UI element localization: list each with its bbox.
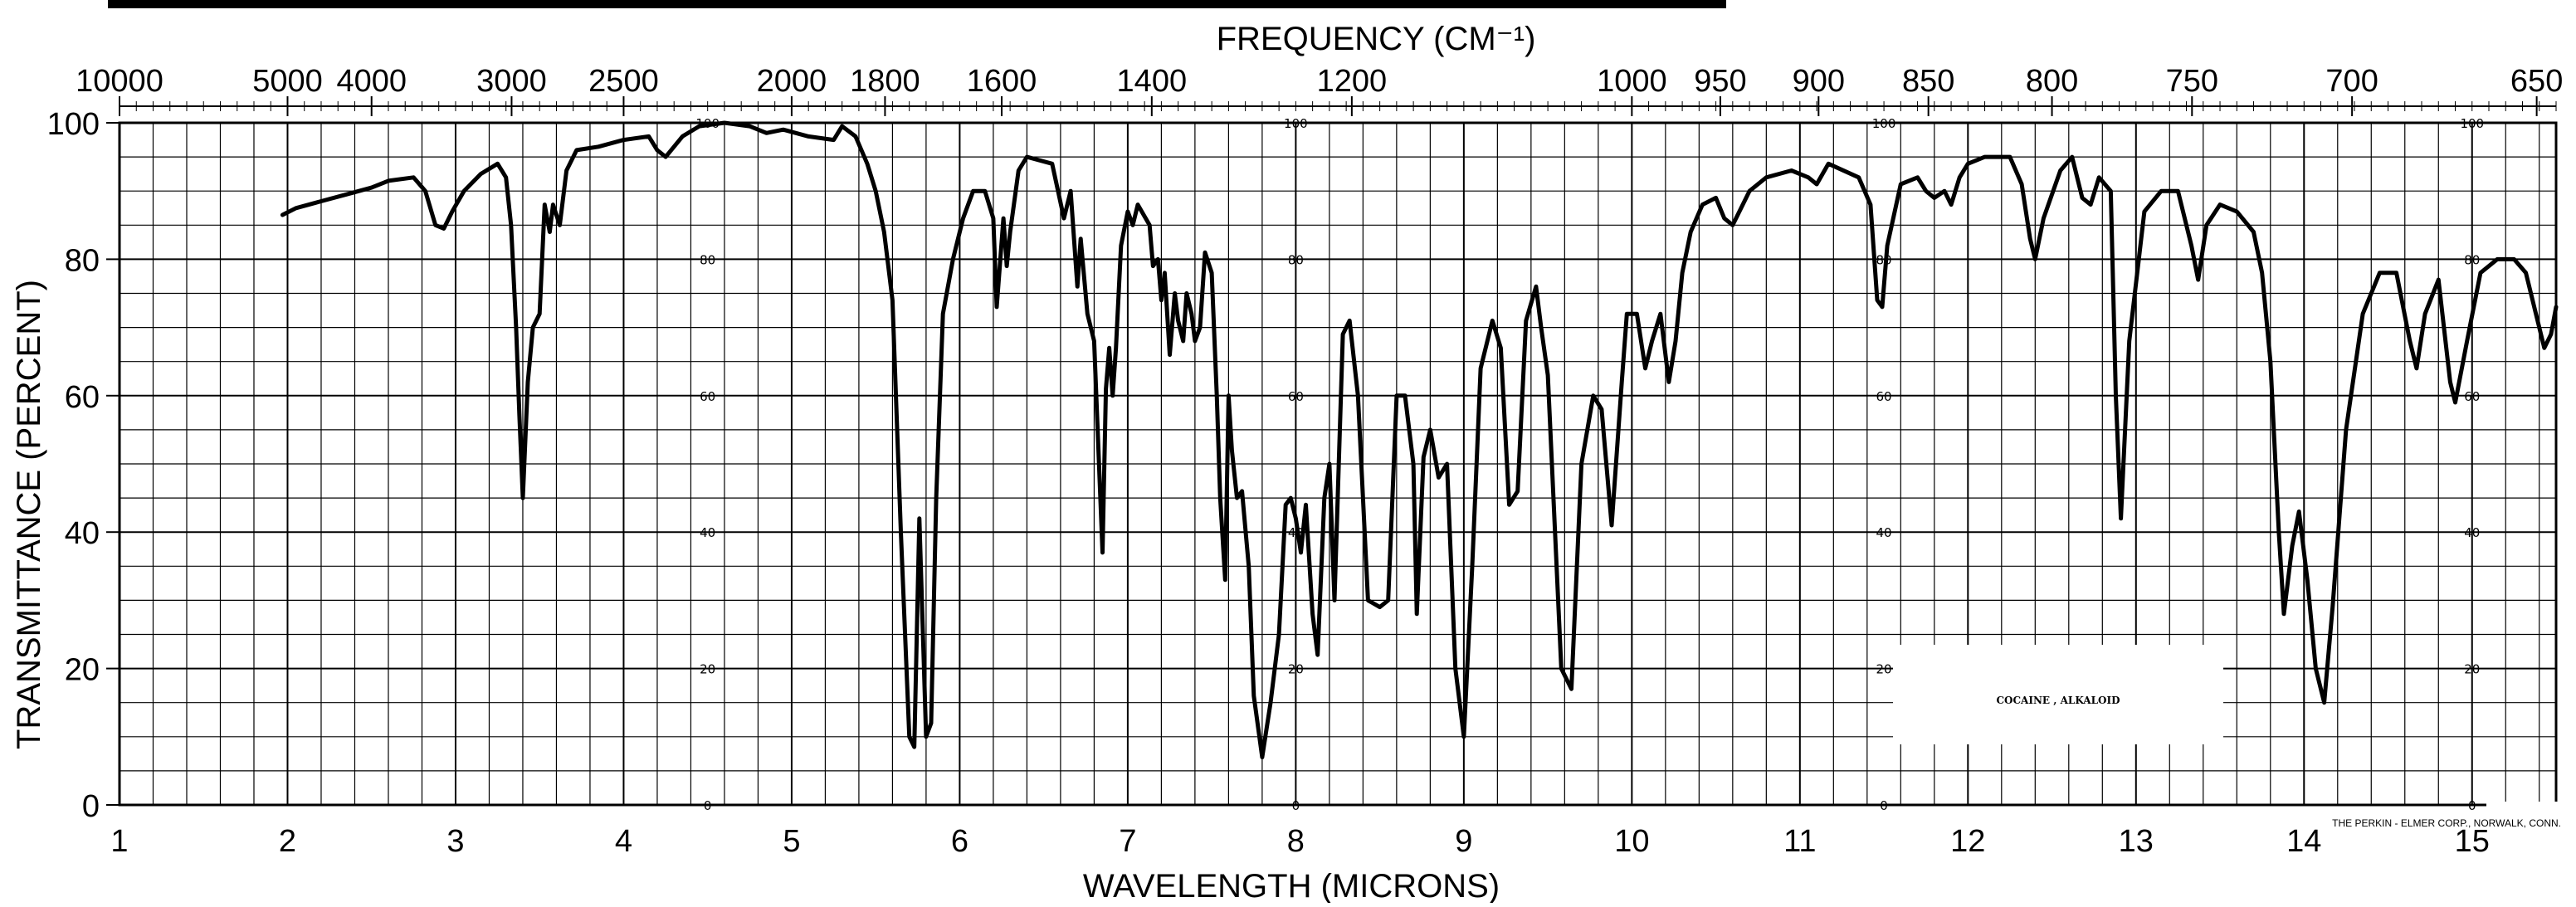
- overlay-scale-label: 60: [1288, 389, 1304, 404]
- x-tick-label: 12: [1950, 824, 1985, 859]
- frequency-tick-label: 1400: [1117, 64, 1188, 99]
- x-tick-label: 2: [279, 824, 296, 859]
- frequency-tick-label: 1000: [1597, 64, 1667, 99]
- frequency-tick-label: 900: [1793, 64, 1845, 99]
- frequency-tick-label: 800: [2026, 64, 2078, 99]
- series-layer: [280, 120, 2559, 759]
- frequency-tick-label: 2000: [757, 64, 827, 99]
- frequency-tick-label: 1800: [850, 64, 920, 99]
- frequency-tick-label: 4000: [336, 64, 407, 99]
- x-tick-label: 14: [2286, 824, 2321, 859]
- overlay-scale-label: 80: [700, 252, 715, 267]
- frequency-axis-title: FREQUENCY (CM⁻¹): [1217, 21, 1536, 57]
- overlay-scale-label: 20: [700, 662, 715, 677]
- overlay-scale-label: 80: [1288, 252, 1304, 267]
- x-tick-label: 7: [1119, 824, 1136, 859]
- overlay-scale-label: 60: [700, 389, 715, 404]
- y-tick-label: 0: [82, 789, 100, 824]
- x-tick-label: 9: [1455, 824, 1472, 859]
- overlay-scale-label: 100: [2460, 116, 2484, 131]
- spectrum-line: [280, 120, 2559, 759]
- sample-label-box: COCAINE , ALKALOID: [1893, 645, 2223, 744]
- x-tick-label: 11: [1783, 824, 1816, 859]
- top-border-bar: [108, 0, 1726, 8]
- credit-text: THE PERKIN - ELMER CORP., NORWALK, CONN.: [2332, 817, 2561, 829]
- frequency-tick-label: 650: [2510, 64, 2563, 99]
- overlay-scale-label: 0: [704, 798, 712, 813]
- x-tick-label: 4: [615, 824, 632, 859]
- overlay-scale-label: 100: [1872, 116, 1896, 131]
- overlay-scale-label: 40: [2464, 525, 2480, 540]
- frequency-tick-label: 950: [1694, 64, 1746, 99]
- x-tick-label: 10: [1614, 824, 1649, 859]
- frequency-tick-label: 3000: [476, 64, 547, 99]
- overlay-scale-label: 0: [2468, 798, 2476, 813]
- x-tick-label: 13: [2119, 824, 2154, 859]
- overlay-scale-label: 20: [1288, 662, 1304, 677]
- overlay-scale-label: 20: [1876, 662, 1892, 677]
- y-tick-label: 20: [65, 653, 100, 688]
- y-tick-label: 40: [65, 516, 100, 551]
- frequency-tick-label: 5000: [252, 64, 323, 99]
- x-tick-label: 6: [951, 824, 968, 859]
- overlay-scale-labels: 1008060402001008060402001008060402001008…: [695, 116, 2484, 813]
- overlay-scale-label: 0: [1292, 798, 1300, 813]
- sample-label: COCAINE , ALKALOID: [1996, 695, 2120, 706]
- overlay-scale-label: 60: [1876, 389, 1892, 404]
- x-tick-label: 5: [783, 824, 800, 859]
- transmittance-axis-title: TRANSMITTANCE (PERCENT): [11, 280, 47, 749]
- wavelength-axis-title: WAVELENGTH (MICRONS): [1083, 868, 1500, 903]
- frequency-tick-label: 1200: [1317, 64, 1388, 99]
- frequency-tick-label: 1600: [967, 64, 1037, 99]
- overlay-scale-label: 40: [700, 525, 715, 540]
- frequency-tick-label: 750: [2166, 64, 2218, 99]
- y-tick-label: 100: [47, 107, 100, 142]
- overlay-scale-label: 0: [1880, 798, 1888, 813]
- overlay-scale-label: 100: [1284, 116, 1308, 131]
- y-tick-label: 60: [65, 380, 100, 415]
- y-tick-label: 80: [65, 243, 100, 278]
- x-tick-label: 3: [446, 824, 464, 859]
- overlay-scale-label: 20: [2464, 662, 2480, 677]
- frequency-tick-label: 10000: [76, 64, 163, 99]
- x-tick-label: 8: [1287, 824, 1305, 859]
- frequency-tick-label: 700: [2325, 64, 2378, 99]
- frequency-tick-label: 850: [1902, 64, 1954, 99]
- x-tick-label: 15: [2455, 824, 2490, 859]
- frequency-tick-label: 2500: [588, 64, 659, 99]
- overlay-scale-label: 80: [2464, 252, 2480, 267]
- x-tick-label: 1: [110, 824, 128, 859]
- credit-box: THE PERKIN - ELMER CORP., NORWALK, CONN.: [2332, 802, 2564, 829]
- overlay-scale-label: 60: [2464, 389, 2480, 404]
- overlay-scale-label: 40: [1876, 525, 1892, 540]
